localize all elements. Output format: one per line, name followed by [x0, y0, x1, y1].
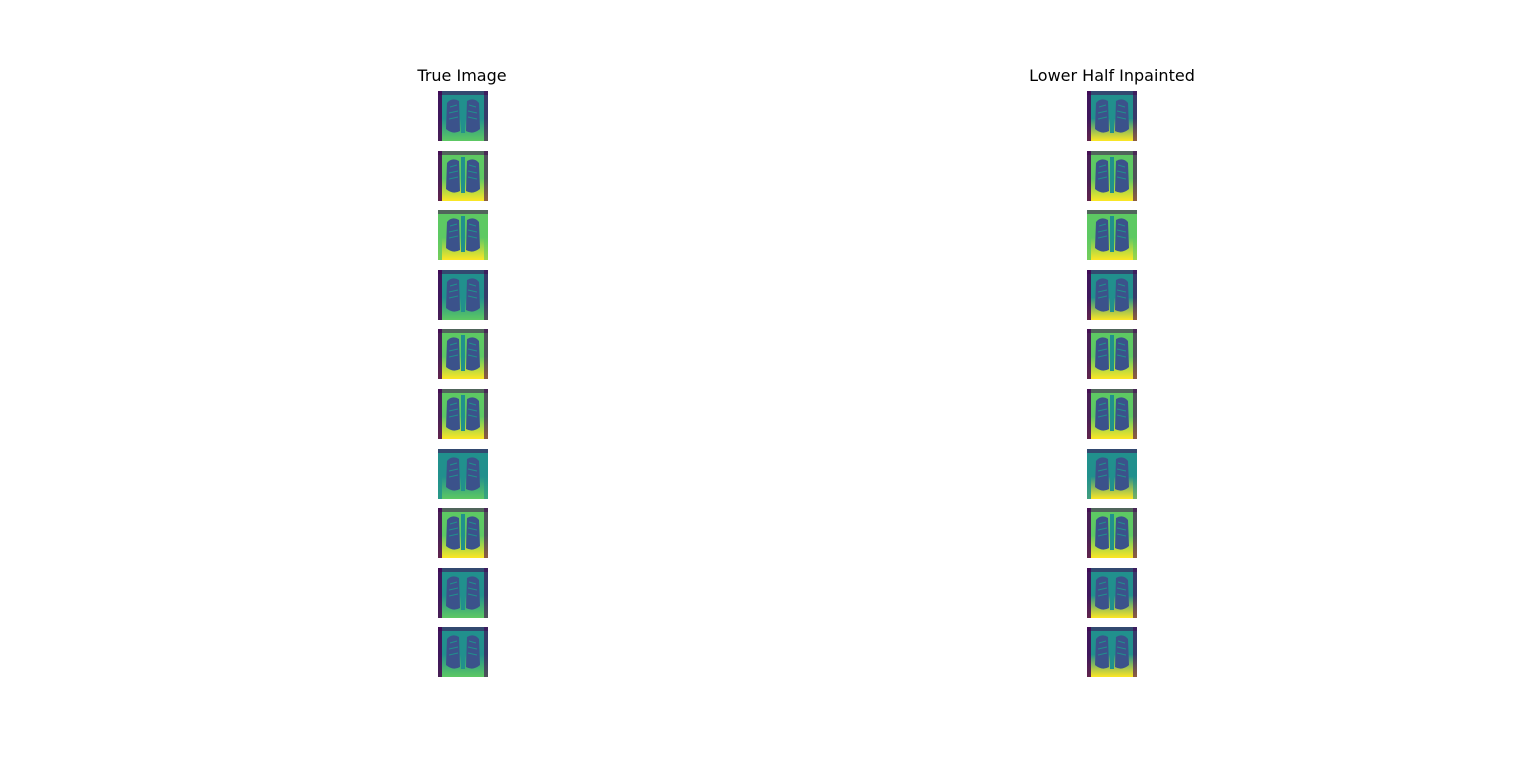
chest-xray-icon [1087, 389, 1137, 439]
chest-xray-icon [1087, 568, 1137, 618]
inpainted-image-4 [1087, 270, 1137, 320]
chest-xray-icon [438, 627, 488, 677]
true-image-2 [438, 151, 488, 201]
chest-xray-icon [1087, 270, 1137, 320]
chest-xray-icon [1087, 91, 1137, 141]
inpainted-image-5 [1087, 329, 1137, 379]
inpainted-image-1 [1087, 91, 1137, 141]
true-image-1 [438, 91, 488, 141]
true-image-4 [438, 270, 488, 320]
true-image-9 [438, 568, 488, 618]
inpainted-image-10 [1087, 627, 1137, 677]
true-image-10 [438, 627, 488, 677]
chest-xray-icon [438, 508, 488, 558]
inpainted-image-7 [1087, 449, 1137, 499]
chest-xray-icon [438, 91, 488, 141]
chest-xray-icon [438, 151, 488, 201]
inpainted-image-9 [1087, 568, 1137, 618]
column-title-true-image: True Image [417, 66, 507, 85]
chest-xray-icon [438, 449, 488, 499]
true-image-5 [438, 329, 488, 379]
chest-xray-icon [438, 270, 488, 320]
chest-xray-icon [1087, 508, 1137, 558]
true-image-7 [438, 449, 488, 499]
chest-xray-icon [438, 329, 488, 379]
inpainted-image-3 [1087, 210, 1137, 260]
true-image-6 [438, 389, 488, 439]
chest-xray-icon [438, 389, 488, 439]
chest-xray-icon [1087, 329, 1137, 379]
chest-xray-icon [1087, 210, 1137, 260]
chest-xray-icon [438, 568, 488, 618]
true-image-8 [438, 508, 488, 558]
chest-xray-icon [1087, 449, 1137, 499]
true-image-3 [438, 210, 488, 260]
chest-xray-icon [1087, 627, 1137, 677]
inpainted-image-8 [1087, 508, 1137, 558]
inpainted-image-2 [1087, 151, 1137, 201]
column-title-lower-half-inpainted: Lower Half Inpainted [1029, 66, 1195, 85]
chest-xray-icon [1087, 151, 1137, 201]
chest-xray-icon [438, 210, 488, 260]
inpainted-image-6 [1087, 389, 1137, 439]
